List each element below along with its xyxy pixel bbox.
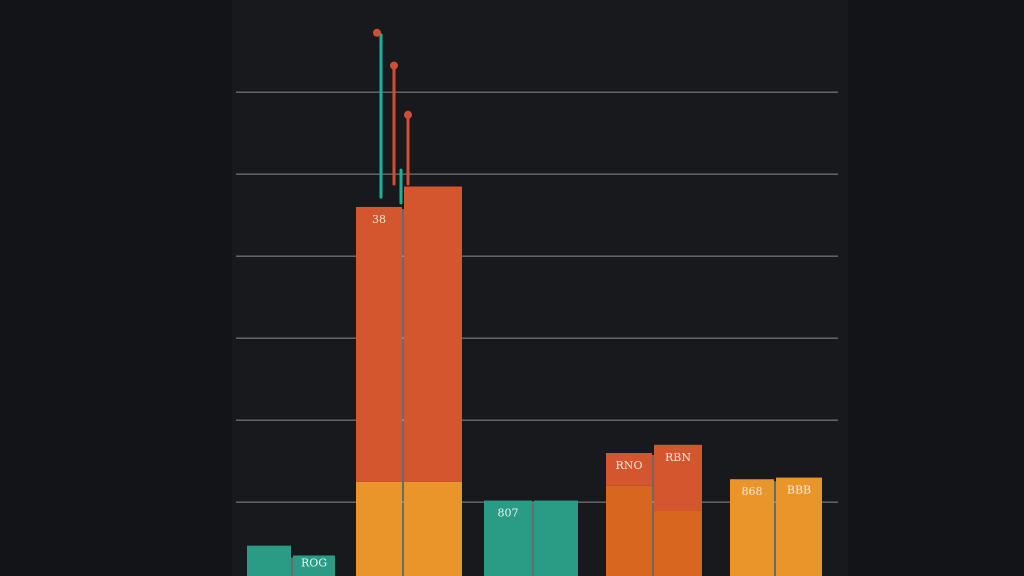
bar-label-2-0: 807 [498, 507, 519, 520]
bar-4-0-segment-0 [730, 479, 774, 576]
bar-1-0-segment-1 [356, 207, 402, 482]
bar-1-1-segment-0 [404, 481, 462, 576]
bar-3-1-segment-0 [654, 510, 702, 576]
bar-label-4-0: 868 [742, 485, 763, 498]
bar-2-1-segment-0 [534, 500, 578, 576]
bar-2-0-segment-0 [484, 500, 532, 576]
bar-0-1-segment-0 [293, 555, 335, 576]
bar-3-1-segment-1 [654, 444, 702, 511]
bar-1-1-segment-1 [404, 186, 462, 482]
spike-dot-0 [373, 28, 381, 37]
bar-label-0-1: ROG [301, 557, 327, 570]
bar-0-0-segment-0 [247, 545, 291, 576]
bar-3-0-segment-0 [606, 485, 652, 576]
bar-label-1-0: 38 [372, 213, 386, 226]
spike-dot-1 [390, 61, 398, 70]
bar-label-3-0: RNO [616, 459, 643, 472]
bar-1-0-segment-0 [356, 481, 402, 576]
bar-label-4-1: BBB [787, 484, 811, 497]
bar-label-3-1: RBN [665, 451, 691, 464]
bar-3-0-segment-1 [606, 453, 652, 486]
spike-dot-2 [404, 110, 412, 119]
bar-4-1-segment-0 [776, 477, 822, 576]
